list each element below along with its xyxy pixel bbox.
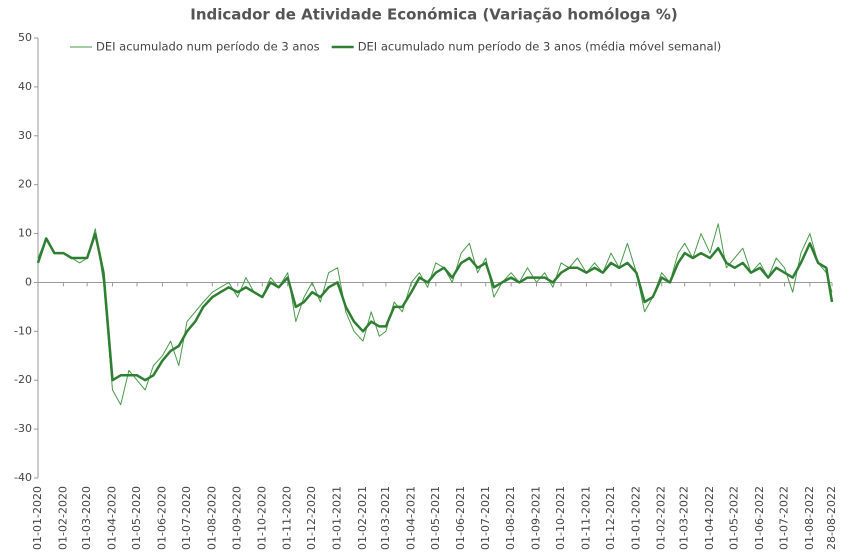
x-tick-label: 01-07-2021 — [479, 486, 492, 550]
x-tick-label: 01-06-2020 — [155, 486, 168, 550]
legend-label: DEI acumulado num período de 3 anos (méd… — [358, 40, 722, 54]
x-tick-label: 01-08-2021 — [504, 486, 517, 550]
y-tick-label: 20 — [18, 178, 32, 191]
x-tick-label: 01-11-2021 — [579, 486, 592, 550]
x-tick-label: 01-04-2020 — [105, 486, 118, 550]
x-tick-label: 01-09-2020 — [231, 486, 244, 550]
x-tick-label: 01-01-2020 — [31, 486, 44, 550]
x-tick-label: 01-08-2020 — [205, 486, 218, 550]
x-tick-label: 01-12-2020 — [305, 486, 318, 550]
x-tick-label: 01-03-2020 — [80, 486, 93, 550]
x-tick-label: 01-12-2021 — [604, 486, 617, 550]
x-tick-label: 01-03-2021 — [379, 486, 392, 550]
legend-label: DEI acumulado num período de 3 anos — [96, 40, 320, 54]
x-tick-label: 01-05-2022 — [728, 486, 741, 550]
y-tick-label: -40 — [14, 471, 32, 484]
x-tick-label: 28-08-2022 — [825, 486, 838, 550]
y-tick-label: -10 — [14, 324, 32, 337]
x-tick-label: 01-09-2021 — [530, 486, 543, 550]
y-tick-label: 50 — [18, 31, 32, 44]
x-tick-label: 01-10-2021 — [554, 486, 567, 550]
x-tick-label: 01-06-2022 — [753, 486, 766, 550]
x-tick-label: 01-10-2020 — [255, 486, 268, 550]
y-tick-label: -30 — [14, 422, 32, 435]
series-line — [36, 232, 834, 382]
x-tick-label: 01-05-2021 — [429, 486, 442, 550]
x-tick-label: 01-05-2020 — [130, 486, 143, 550]
x-tick-label: 01-04-2021 — [404, 486, 417, 550]
x-tick-label: 01-02-2022 — [655, 486, 668, 550]
x-tick-label: 01-02-2021 — [356, 486, 369, 550]
x-tick-label: 01-06-2021 — [454, 486, 467, 550]
x-tick-label: 01-04-2022 — [703, 486, 716, 550]
x-tick-label: 01-08-2022 — [803, 486, 816, 550]
y-tick-label: 0 — [25, 275, 32, 288]
series-line — [37, 223, 833, 406]
x-tick-label: 01-07-2020 — [180, 486, 193, 550]
y-tick-label: 40 — [18, 80, 32, 93]
x-tick-label: 01-11-2020 — [281, 486, 294, 550]
chart-title: Indicador de Atividade Económica (Variaç… — [190, 6, 678, 24]
x-tick-label: 01-02-2020 — [56, 486, 69, 550]
x-tick-label: 01-01-2022 — [629, 486, 642, 550]
x-tick-label: 01-01-2021 — [331, 486, 344, 550]
x-tick-label: 01-07-2022 — [778, 486, 791, 550]
y-tick-label: 10 — [18, 227, 32, 240]
y-tick-label: 30 — [18, 129, 32, 142]
x-tick-label: 01-03-2022 — [678, 486, 691, 550]
y-tick-label: -20 — [14, 373, 32, 386]
